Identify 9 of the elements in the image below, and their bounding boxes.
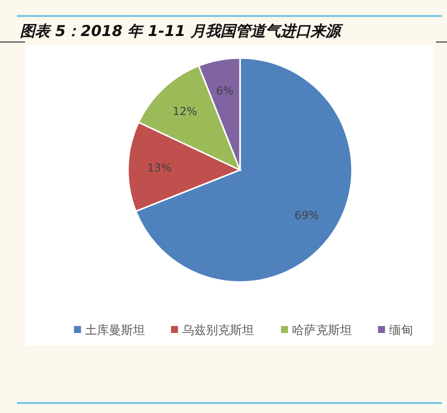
data-label: 12% — [172, 105, 198, 118]
data-label: 13% — [147, 161, 172, 174]
legend-label: 哈萨克斯坦 — [292, 323, 352, 338]
legend-label: 缅甸 — [389, 323, 413, 338]
legend-label: 乌兹别克斯坦 — [182, 323, 254, 338]
legend-label: 土库曼斯坦 — [85, 323, 145, 338]
data-label: 6% — [216, 84, 234, 98]
chart-title: 图表 5：2018 年 1-11 月我国管道气进口来源 — [20, 22, 344, 40]
data-label: 69% — [294, 209, 319, 222]
